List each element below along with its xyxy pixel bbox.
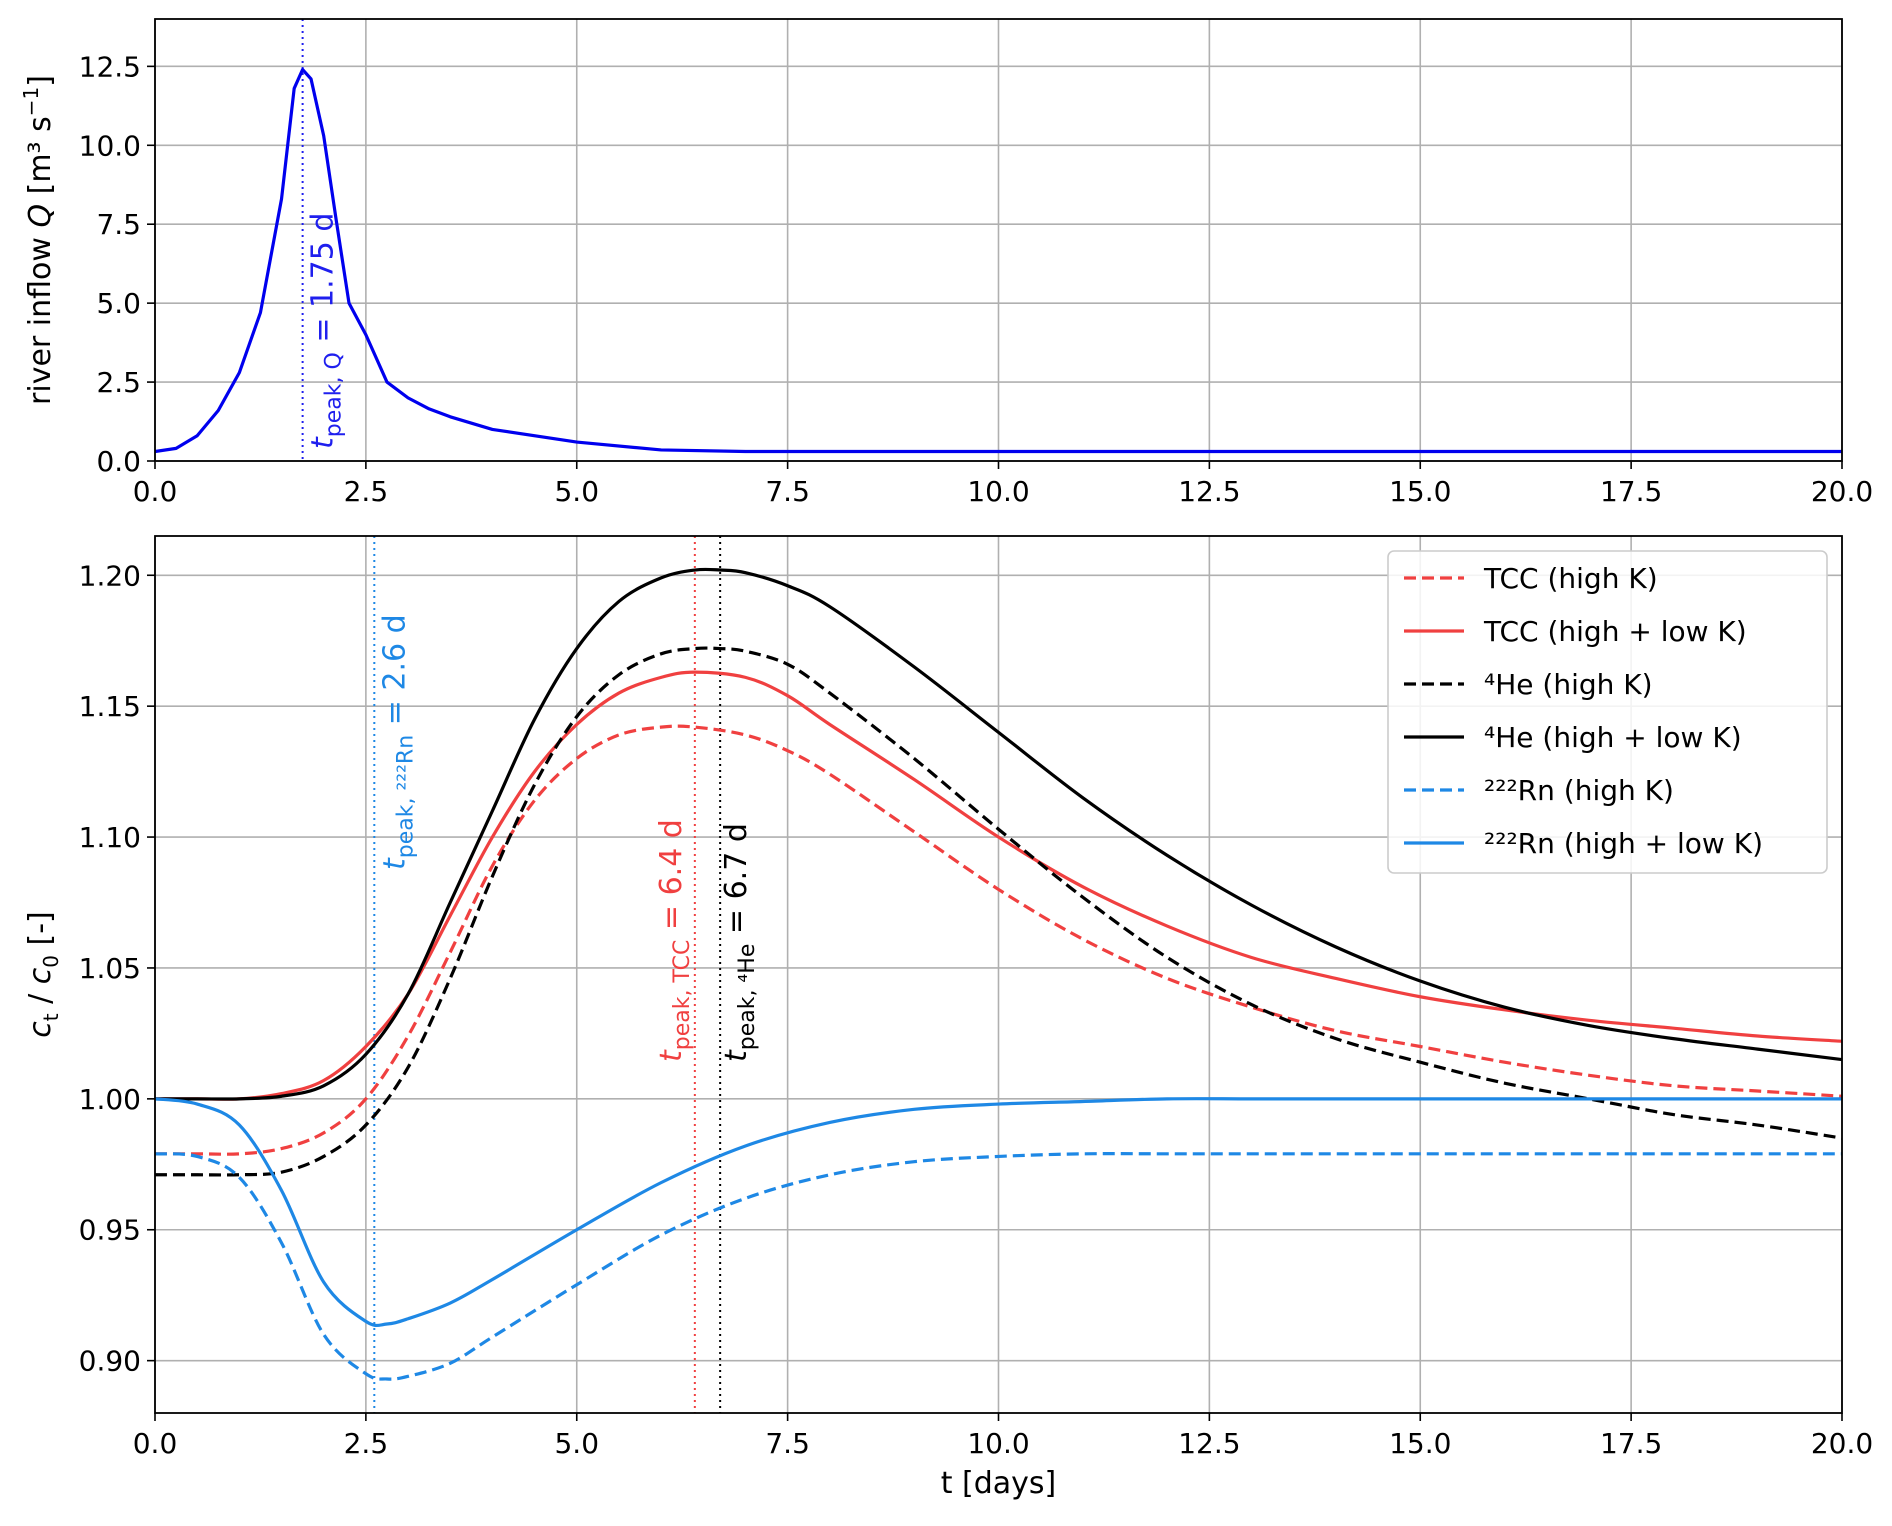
series-line-river-inflow xyxy=(155,67,1842,454)
y-axis-label: ct / c0 [-] xyxy=(23,911,63,1038)
legend-label: ⁴He (high + low K) xyxy=(1484,721,1742,754)
y-tick-label: 1.20 xyxy=(79,559,141,592)
top-panel: 0.0 2.5 5.0 7.5 10.0 12.5 15.0 17.5 20.0 0.0 2.5 5.… xyxy=(19,18,1873,508)
x-tick-label: 17.5 xyxy=(1600,475,1662,508)
x-tick-label: 7.5 xyxy=(765,1427,810,1460)
y-tick-label: 0.0 xyxy=(96,445,141,478)
axes-frame xyxy=(154,535,1843,1414)
x-tick-label: 0.0 xyxy=(133,1427,178,1460)
series-line--rn-high-k- xyxy=(155,1152,1842,1381)
y-tick-label: 0.90 xyxy=(79,1345,141,1378)
legend-label: TCC (high K) xyxy=(1483,562,1658,595)
legend-label: ²²²Rn (high + low K) xyxy=(1484,827,1763,860)
series-line--he-high-k- xyxy=(155,646,1842,1177)
x-tick-label: 5.0 xyxy=(554,475,599,508)
legend-label: ⁴He (high K) xyxy=(1484,668,1653,701)
y-tick-label: 0.95 xyxy=(79,1214,141,1247)
x-tick-label: 15.0 xyxy=(1389,1427,1451,1460)
y-axis-label: river inflow Q [m³ s−1] xyxy=(19,75,58,405)
y-tick-label: 1.15 xyxy=(79,690,141,723)
legend-label: TCC (high + low K) xyxy=(1483,615,1747,648)
y-tick-label: 1.10 xyxy=(79,821,141,854)
x-tick-label: 20.0 xyxy=(1811,475,1873,508)
series-group xyxy=(155,567,1842,1381)
axes-frame xyxy=(154,18,1843,462)
bottom-panel: 0.0 2.5 5.0 7.5 10.0 12.5 15.0 17.5 20.0 0.90 0.95… xyxy=(23,535,1873,1501)
series-line--rn-high-low-k- xyxy=(155,1097,1842,1328)
x-tick-label: 17.5 xyxy=(1600,1427,1662,1460)
legend-label: ²²²Rn (high K) xyxy=(1484,774,1674,807)
x-tick-label: 10.0 xyxy=(967,475,1029,508)
series-group xyxy=(155,67,1842,454)
x-tick-label: 7.5 xyxy=(765,475,810,508)
series-line-tcc-high-low-k- xyxy=(155,670,1842,1101)
x-tick-label: 0.0 xyxy=(133,475,178,508)
x-axis-label: t [days] xyxy=(941,1466,1057,1501)
y-tick-label: 7.5 xyxy=(96,208,141,241)
y-tick-label: 2.5 xyxy=(96,366,141,399)
y-tick-label: 5.0 xyxy=(96,287,141,320)
x-tick-label: 2.5 xyxy=(344,1427,389,1460)
peak-annotation: tpeak, TCC = 6.4 d xyxy=(654,819,695,1062)
peak-annotation: tpeak, Q = 1.75 d xyxy=(306,213,347,449)
y-tick-label: 1.00 xyxy=(79,1083,141,1116)
series-line--he-high-low-k- xyxy=(155,567,1842,1101)
x-tick-label: 20.0 xyxy=(1811,1427,1873,1460)
x-tick-label: 2.5 xyxy=(344,475,389,508)
y-tick-label: 1.05 xyxy=(79,952,141,985)
peak-annotation: tpeak, ⁴He = 6.7 d xyxy=(719,823,760,1062)
x-tick-label: 12.5 xyxy=(1178,475,1240,508)
series-line-tcc-high-k- xyxy=(155,724,1842,1156)
x-tick-label: 12.5 xyxy=(1178,1427,1240,1460)
legend-box xyxy=(1387,550,1828,874)
y-tick-label: 10.0 xyxy=(79,129,141,162)
peak-annotation: tpeak, ²²²Rn = 2.6 d xyxy=(377,614,418,870)
y-tick-label: 12.5 xyxy=(79,50,141,83)
x-tick-label: 5.0 xyxy=(554,1427,599,1460)
x-tick-label: 15.0 xyxy=(1389,475,1451,508)
x-tick-label: 10.0 xyxy=(967,1427,1029,1460)
